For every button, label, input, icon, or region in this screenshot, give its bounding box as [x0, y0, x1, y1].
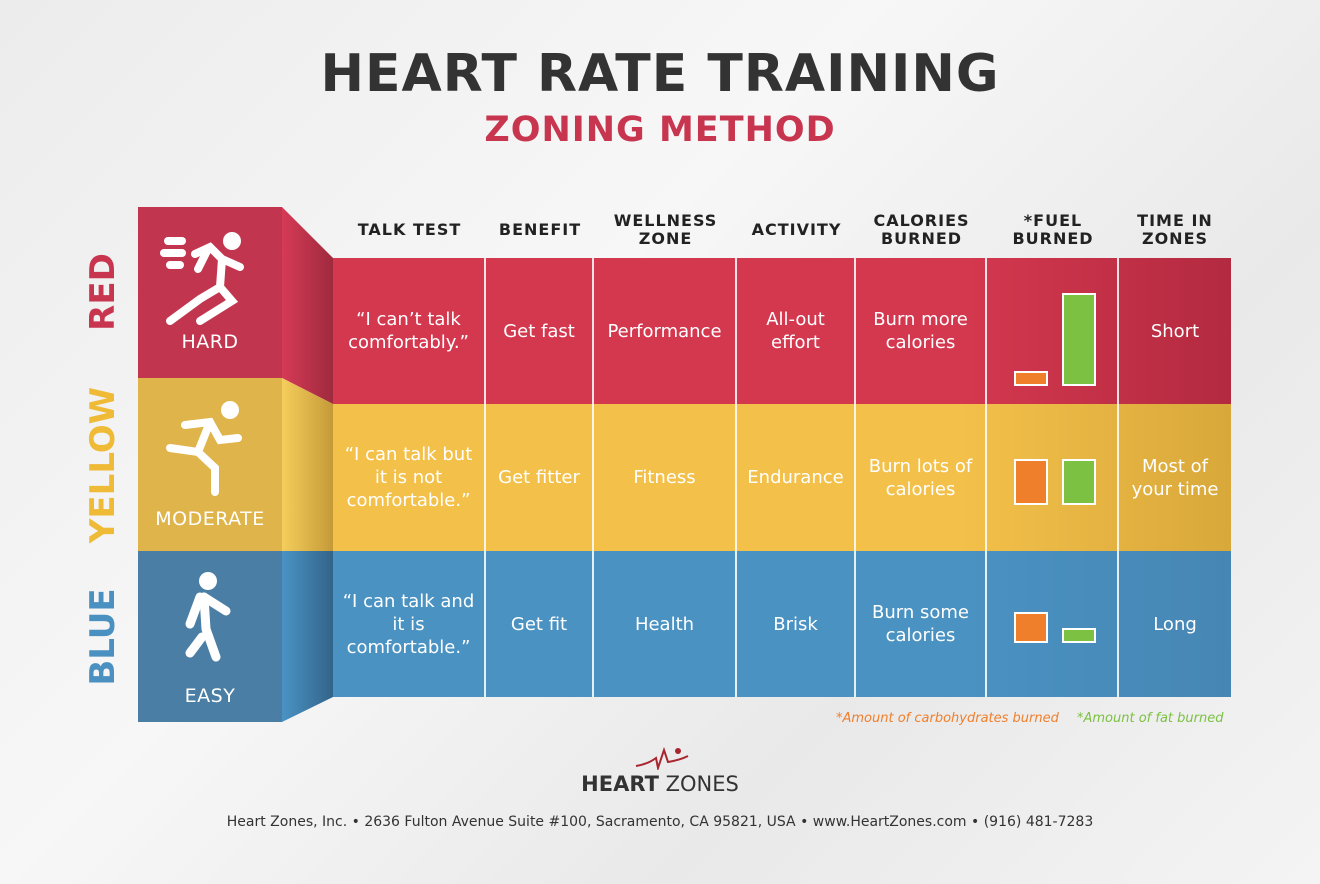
zone-panel-moderate: MODERATE: [138, 378, 282, 551]
running-person-icon: [166, 401, 242, 496]
cell-calories-burned: Burn some calories: [856, 551, 987, 697]
cell-time-in-zones: Short: [1150, 320, 1200, 342]
fuel-bar-carbohydrates: [1014, 612, 1048, 643]
cell-wellness-zone: Performance: [594, 258, 737, 404]
header-wellness-zone: WELLNESS ZONE: [613, 211, 718, 248]
legend-carbohydrates: *Amount of carbohydrates burned: [836, 711, 1059, 726]
page-title: HEART RATE TRAINING: [320, 44, 1000, 104]
cell-benefit: Get fast: [486, 258, 594, 404]
cell-fuel-burned: [987, 258, 1119, 404]
cell-fuel-burned: [987, 404, 1119, 551]
fuel-bar-carbohydrates: [1014, 371, 1048, 386]
fold-connector: [282, 207, 333, 722]
cell-time-in-zones: Most of your time: [1131, 455, 1219, 500]
fuel-bar-fat: [1062, 293, 1096, 386]
zone-panel-easy: EASY: [138, 551, 282, 722]
cell-benefit: Get fit: [486, 551, 594, 697]
cell-activity: Endurance: [737, 404, 856, 551]
heart-zones-logo-icon: [635, 746, 689, 770]
header-time-in-zones: TIME IN ZONES: [1137, 211, 1213, 248]
brand-bold: HEART: [581, 772, 659, 796]
cell-activity: Brisk: [737, 551, 856, 697]
brand-name: HEART ZONES: [0, 772, 1320, 796]
legend-fat: *Amount of fat burned: [1077, 711, 1224, 726]
intensity-easy: EASY: [184, 685, 236, 707]
cell-wellness-zone: Fitness: [594, 404, 737, 551]
zone-label-red: RED: [83, 253, 123, 331]
cell-activity: All-out effort: [737, 258, 856, 404]
zone-row-blue: “I can talk and it is comfortable.” Get f…: [333, 551, 1231, 697]
header-talk-test: TALK TEST: [357, 220, 462, 239]
fuel-bar-fat: [1062, 458, 1096, 505]
cell-fuel-burned: [987, 551, 1119, 697]
cell-calories-burned: Burn lots of calories: [856, 404, 987, 551]
cell-talk-test: “I can talk and it is comfortable.”: [333, 551, 486, 697]
footer-contact: Heart Zones, Inc. • 2636 Fulton Avenue S…: [226, 814, 1094, 830]
cell-time-in-zones: Long: [1153, 613, 1197, 635]
intensity-moderate: MODERATE: [155, 508, 265, 530]
cell-talk-test: “I can’t talk comfortably.”: [333, 258, 486, 404]
header-calories-burned: CALORIES BURNED: [873, 211, 970, 248]
page-subtitle: ZONING METHOD: [484, 110, 836, 150]
header-fuel-burned: *FUEL BURNED: [1012, 211, 1094, 248]
fuel-bar-fat: [1062, 628, 1096, 643]
fuel-bar-carbohydrates: [1014, 458, 1048, 505]
zone-label-blue: BLUE: [83, 588, 123, 686]
brand-light: ZONES: [658, 772, 739, 796]
header-benefit: BENEFIT: [498, 220, 582, 239]
zone-row-yellow: “I can talk but it is not comfortable.” G…: [333, 404, 1231, 551]
walking-person-icon: [185, 572, 231, 662]
zone-panel-hard: HARD: [138, 207, 282, 378]
zone-label-yellow: YELLOW: [83, 386, 123, 544]
cell-talk-test: “I can talk but it is not comfortable.”: [333, 404, 486, 551]
cell-wellness-zone: Health: [594, 551, 737, 697]
cell-calories-burned: Burn more calories: [856, 258, 987, 404]
cell-benefit: Get fitter: [486, 404, 594, 551]
sprinting-person-icon: [160, 232, 244, 325]
zone-row-red: “I can’t talk comfortably.” Get fast Perfo…: [333, 258, 1231, 404]
header-activity: ACTIVITY: [751, 220, 842, 239]
intensity-hard: HARD: [181, 331, 239, 353]
